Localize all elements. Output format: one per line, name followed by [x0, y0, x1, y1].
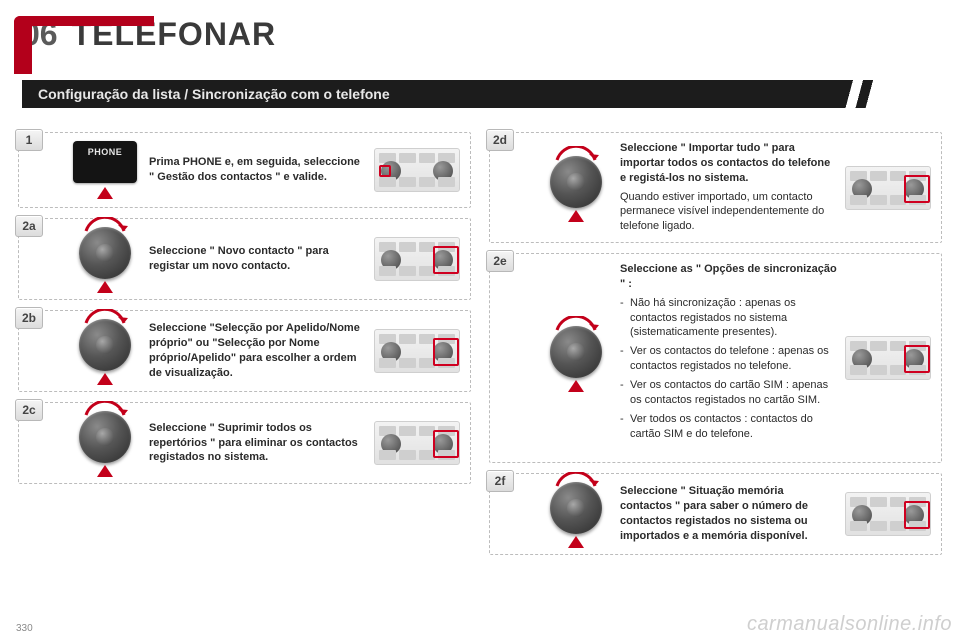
- phone-button-icon: PHONE: [69, 141, 141, 199]
- list-item: Não há sincronização : apenas os contact…: [620, 296, 837, 341]
- step-2b: 2b Seleccione "Selecção por Apelido/Nome…: [18, 310, 471, 392]
- subtitle-text: Configuração da lista / Sincronização co…: [22, 80, 946, 108]
- watermark: carmanualsonline.info: [747, 613, 952, 636]
- right-column: 2d Seleccione " Importar tudo " para imp…: [489, 132, 942, 555]
- control-panel-mini: [374, 237, 460, 281]
- page-number: 330: [16, 623, 33, 634]
- step-text: Seleccione " Importar tudo " para import…: [620, 141, 837, 234]
- step-text: Seleccione " Situação memória contactos …: [620, 484, 837, 543]
- step-2d: 2d Seleccione " Importar tudo " para imp…: [489, 132, 942, 243]
- control-panel-mini: [845, 336, 931, 380]
- control-panel-mini: [374, 148, 460, 192]
- step-1: 1 PHONE Prima PHONE e, em seguida, selec…: [18, 132, 471, 208]
- phone-hard-button: PHONE: [73, 141, 137, 183]
- mini-highlight: [433, 430, 459, 458]
- rotary-dial-icon: [540, 326, 612, 390]
- step-badge: 2b: [15, 307, 43, 329]
- list-item: Ver os contactos do telefone : apenas os…: [620, 344, 837, 374]
- step-text-lead: Seleccione as " Opções de sincronização …: [620, 263, 837, 290]
- mini-highlight: [904, 175, 930, 203]
- subtitle-bar: Configuração da lista / Sincronização co…: [22, 80, 946, 110]
- step-text: Seleccione " Novo contacto " para regist…: [149, 244, 366, 274]
- press-arrow-icon: [97, 281, 113, 293]
- header-red-bracket: [14, 16, 32, 74]
- mini-highlight: [433, 246, 459, 274]
- control-panel-mini: [845, 166, 931, 210]
- mini-highlight: [904, 501, 930, 529]
- control-panel-mini: [374, 329, 460, 373]
- step-2a: 2a Seleccione " Novo contacto " para reg…: [18, 218, 471, 300]
- step-badge: 2e: [486, 250, 514, 272]
- step-2e: 2e Seleccione as " Opções de sincronizaç…: [489, 253, 942, 463]
- step-badge: 1: [15, 129, 43, 151]
- mini-panel: [374, 148, 462, 192]
- press-arrow-icon: [97, 187, 113, 199]
- step-2f: 2f Seleccione " Situação memória contact…: [489, 473, 942, 555]
- step-text: Seleccione as " Opções de sincronização …: [620, 262, 837, 445]
- step-2c: 2c Seleccione " Suprimir todos os repert…: [18, 402, 471, 484]
- rotary-dial-icon: [69, 319, 141, 383]
- rotate-arrow-icon: [76, 217, 134, 235]
- step-badge: 2a: [15, 215, 43, 237]
- rotary-dial-icon: [69, 411, 141, 475]
- mini-highlight: [904, 345, 930, 373]
- list-item: Ver todos os contactos : contactos do ca…: [620, 412, 837, 442]
- rotary-dial-icon: [540, 482, 612, 546]
- content-columns: 1 PHONE Prima PHONE e, em seguida, selec…: [14, 132, 946, 555]
- control-panel-mini: [374, 421, 460, 465]
- mini-highlight: [379, 165, 391, 177]
- rotary-dial-icon: [69, 227, 141, 291]
- mini-highlight: [433, 338, 459, 366]
- page-header: 06 TELEFONAR: [14, 16, 946, 74]
- step-badge: 2f: [486, 470, 514, 492]
- step-text-sub: Quando estiver importado, um contacto pe…: [620, 190, 837, 235]
- step-text: Seleccione " Suprimir todos os repertóri…: [149, 421, 366, 466]
- rotary-dial: [79, 227, 131, 279]
- rotary-dial-icon: [540, 156, 612, 220]
- step-bullet-list: Não há sincronização : apenas os contact…: [620, 296, 837, 442]
- step-text-main: Seleccione " Importar tudo " para import…: [620, 142, 830, 184]
- step-badge: 2c: [15, 399, 43, 421]
- left-column: 1 PHONE Prima PHONE e, em seguida, selec…: [18, 132, 471, 555]
- phone-button-label: PHONE: [73, 147, 137, 157]
- manual-page: 06 TELEFONAR Configuração da lista / Sin…: [0, 0, 960, 640]
- step-text: Seleccione "Selecção por Apelido/Nome pr…: [149, 321, 366, 380]
- list-item: Ver os contactos do cartão SIM : apenas …: [620, 378, 837, 408]
- step-text: Prima PHONE e, em seguida, seleccione " …: [149, 155, 366, 185]
- control-panel-mini: [845, 492, 931, 536]
- step-badge: 2d: [486, 129, 514, 151]
